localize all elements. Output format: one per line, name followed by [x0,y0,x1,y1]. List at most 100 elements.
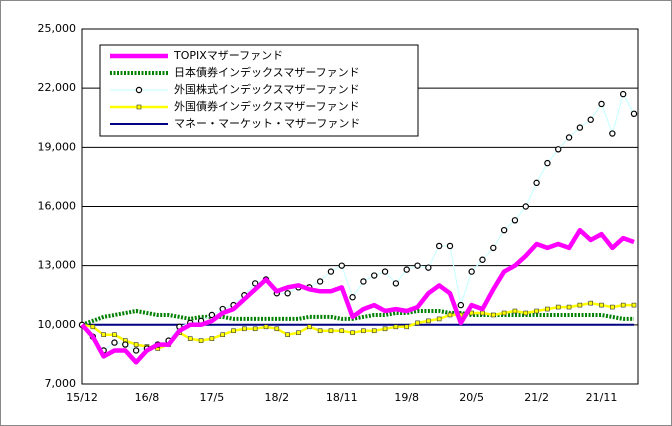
point-marker [350,330,355,336]
point-marker [317,328,323,334]
point-marker [209,336,215,341]
point-marker [371,272,378,279]
point-marker [101,332,106,337]
point-marker [296,330,301,336]
point-marker [371,328,377,334]
point-marker [610,304,615,310]
point-marker [469,310,474,316]
point-marker [619,90,627,98]
point-marker [511,217,519,224]
point-marker [112,332,117,337]
point-marker [327,268,335,275]
point-marker [500,226,508,234]
point-marker [393,324,399,330]
point-marker [263,324,269,330]
point-marker [630,110,638,118]
point-marker [111,339,118,346]
x-tick-label: 15/12 [66,391,98,404]
point-marker [599,302,604,308]
point-marker [620,302,626,308]
point-marker [446,242,454,250]
legend-label: 外国債券インデックスマザーファンド [174,99,360,113]
series-line [80,227,635,365]
point-marker [435,242,443,250]
point-marker [479,256,486,263]
point-marker [403,266,410,273]
point-marker [90,324,96,330]
point-marker [252,326,258,332]
point-marker [306,324,312,330]
point-marker [133,342,139,347]
legend-marker [135,86,143,94]
point-marker [598,100,605,108]
point-marker [328,328,334,334]
plot-border [81,28,639,385]
y-tick-label: 10,000 [38,318,77,331]
point-marker [566,304,572,310]
legend-label: マネー・マーケット・マザーファンド [174,117,360,130]
point-marker [339,328,345,334]
point-marker [480,310,485,316]
point-marker [588,300,594,306]
point-marker [274,326,280,332]
point-marker [587,116,594,123]
point-marker [447,312,453,318]
point-marker [381,268,389,275]
y-tick-label: 22,000 [38,81,77,94]
y-tick-label: 19,000 [38,140,77,153]
point-marker [285,332,290,337]
point-marker [231,328,236,334]
x-tick-label: 20/5 [459,391,484,404]
legend-label: TOPIXマザーファンド [173,49,283,62]
point-marker [251,280,259,287]
x-tick-label: 18/11 [326,391,358,404]
x-tick-label: 19/8 [394,391,419,404]
point-marker [631,302,637,308]
point-marker [392,280,400,287]
point-marker [316,278,324,285]
point-marker [565,134,573,141]
point-marker [122,341,129,348]
point-marker [534,308,539,314]
point-marker [468,268,475,275]
point-marker [501,310,507,316]
point-marker [242,326,247,332]
point-marker [361,328,366,334]
point-marker [555,304,561,310]
x-tick-label: 16/8 [135,391,160,404]
point-marker [457,301,465,309]
point-marker [490,244,497,252]
legend-marker [136,104,142,110]
x-tick-label: 21/11 [586,391,618,404]
point-marker [415,320,420,326]
point-marker [208,311,216,319]
point-marker [132,347,140,354]
point-marker [198,338,204,343]
series-line [81,93,635,352]
point-marker [414,262,421,269]
point-marker [338,262,345,269]
x-tick-label: 17/5 [200,391,225,404]
legend-label: 日本債券インデックスマザーファンド [174,65,360,79]
point-marker [522,203,529,210]
point-marker [577,302,583,308]
legend-label: 外国株式インデックスマザーファンド [174,82,360,96]
point-marker [512,308,518,314]
point-marker [523,310,529,316]
x-tick-label: 21/2 [524,391,549,404]
point-marker [360,278,367,285]
point-marker [426,318,431,324]
point-marker [220,332,226,337]
y-tick-label: 13,000 [38,259,77,272]
point-marker [187,336,193,341]
point-marker [404,324,410,330]
point-marker [349,294,356,301]
point-marker [436,316,442,322]
point-marker [545,306,550,312]
point-marker [555,146,562,153]
y-tick-label: 25,000 [38,22,77,35]
point-marker [284,290,291,297]
point-marker [544,159,551,167]
x-tick-label: 18/2 [264,391,289,404]
